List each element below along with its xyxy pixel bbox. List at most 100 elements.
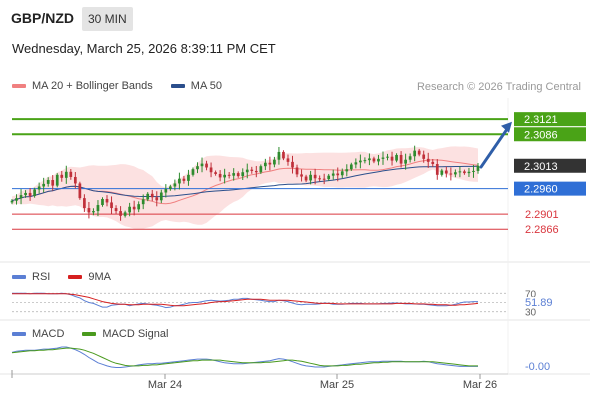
candle-body-41 (196, 166, 199, 170)
candle-84 (390, 151, 394, 166)
candle-8 (46, 177, 50, 187)
candle-body-26 (128, 206, 131, 213)
candle-22 (110, 196, 113, 215)
candlesticks (10, 145, 480, 221)
candle-9 (51, 175, 55, 191)
candle-2 (19, 189, 23, 205)
forecast-arrow-shaft (479, 126, 510, 169)
level-tag-2 (514, 181, 586, 196)
bollinger-bands (11, 146, 479, 229)
rsi-panel: 70503051.89 (12, 289, 557, 319)
candle-12 (64, 165, 68, 184)
candle-body-49 (232, 173, 236, 176)
ma20-swatch (12, 84, 26, 88)
candle-body-63 (295, 167, 299, 175)
candle-23 (114, 205, 118, 214)
candle-94 (435, 159, 439, 180)
candle-72 (336, 167, 340, 182)
candle-13 (69, 168, 73, 180)
candle-body-57 (268, 162, 272, 165)
candle-body-92 (426, 158, 430, 162)
candle-33 (159, 189, 163, 204)
chart-header: GBP/NZD 30 MIN (0, 0, 590, 38)
candle-35 (168, 184, 172, 191)
candle-body-6 (37, 186, 41, 190)
candle-body-13 (69, 171, 73, 177)
candle-93 (431, 159, 435, 167)
candle-82 (381, 151, 385, 165)
candle-38 (182, 175, 186, 184)
candle-body-47 (223, 174, 226, 178)
candle-52 (245, 163, 249, 179)
rsi-legend: RSI 9MA (12, 271, 129, 283)
candle-83 (386, 153, 389, 161)
candle-body-48 (227, 174, 231, 176)
candle-body-21 (105, 198, 109, 203)
candle-body-78 (363, 160, 367, 162)
candle-body-46 (218, 173, 222, 178)
candle-body-14 (73, 176, 77, 184)
candle-body-25 (123, 212, 127, 216)
candle-26 (128, 202, 131, 217)
candle-87 (404, 153, 407, 170)
candle-body-54 (254, 170, 258, 173)
candle-body-22 (110, 202, 113, 209)
candle-11 (60, 170, 64, 182)
candle-59 (277, 146, 281, 165)
candle-65 (304, 174, 308, 183)
candle-body-2 (19, 195, 23, 199)
candle-102 (472, 164, 475, 178)
candle-66 (309, 170, 312, 185)
candle-78 (363, 157, 367, 164)
legend-ma20-label: MA 20 + Bollinger Bands (32, 80, 153, 92)
level-label-0: 2.3121 (524, 114, 558, 126)
candle-body-43 (205, 163, 208, 168)
candle-body-18 (92, 211, 95, 213)
timeframe-button[interactable]: 30 MIN (82, 7, 133, 31)
candle-body-5 (33, 189, 36, 196)
candle-body-38 (182, 178, 186, 181)
candle-79 (368, 153, 371, 166)
price-levels (12, 118, 508, 230)
candle-5 (33, 187, 36, 198)
candle-99 (458, 166, 462, 178)
x-tick-label-2: Mar 26 (463, 379, 497, 391)
candle-53 (250, 166, 254, 174)
candle-62 (291, 155, 294, 174)
candle-56 (264, 158, 267, 171)
candle-67 (313, 168, 317, 185)
candle-90 (417, 148, 421, 157)
candle-body-91 (422, 154, 426, 159)
candle-body-100 (463, 171, 466, 174)
candle-body-12 (64, 171, 68, 178)
candle-body-51 (241, 172, 245, 177)
candle-58 (273, 156, 276, 168)
candle-49 (232, 168, 236, 181)
candle-body-3 (24, 192, 27, 196)
forecast-arrow-group (479, 121, 512, 169)
candle-81 (377, 154, 380, 166)
candle-75 (349, 162, 353, 171)
candle-48 (227, 172, 231, 179)
candle-body-15 (78, 183, 82, 199)
research-credit: Research © 2026 Trading Central (416, 81, 581, 93)
rsi-value-bg (517, 297, 557, 308)
candle-body-64 (300, 174, 303, 177)
legend-macd-label: MACD (32, 328, 65, 340)
level-tag-1 (514, 127, 586, 142)
candle-body-77 (359, 160, 362, 163)
candle-body-23 (114, 208, 118, 212)
candle-80 (372, 156, 376, 164)
candle-body-82 (381, 157, 385, 159)
price-labels: 2.3121 2.3086 2.2960 2.2901 2.2866 2.3013 (514, 112, 586, 236)
x-tick-label-1: Mar 25 (320, 379, 354, 391)
candle-42 (200, 157, 204, 173)
candle-body-40 (191, 169, 195, 175)
x-axis: Mar 24 Mar 25 Mar 26 (11, 370, 508, 391)
rsi-swatch (12, 275, 26, 279)
candle-body-59 (277, 151, 281, 160)
legend-ma20-bollinger: MA 20 + Bollinger Bands (12, 80, 153, 92)
candle-body-65 (304, 176, 308, 181)
rsi-value-label: 51.89 (525, 297, 553, 309)
